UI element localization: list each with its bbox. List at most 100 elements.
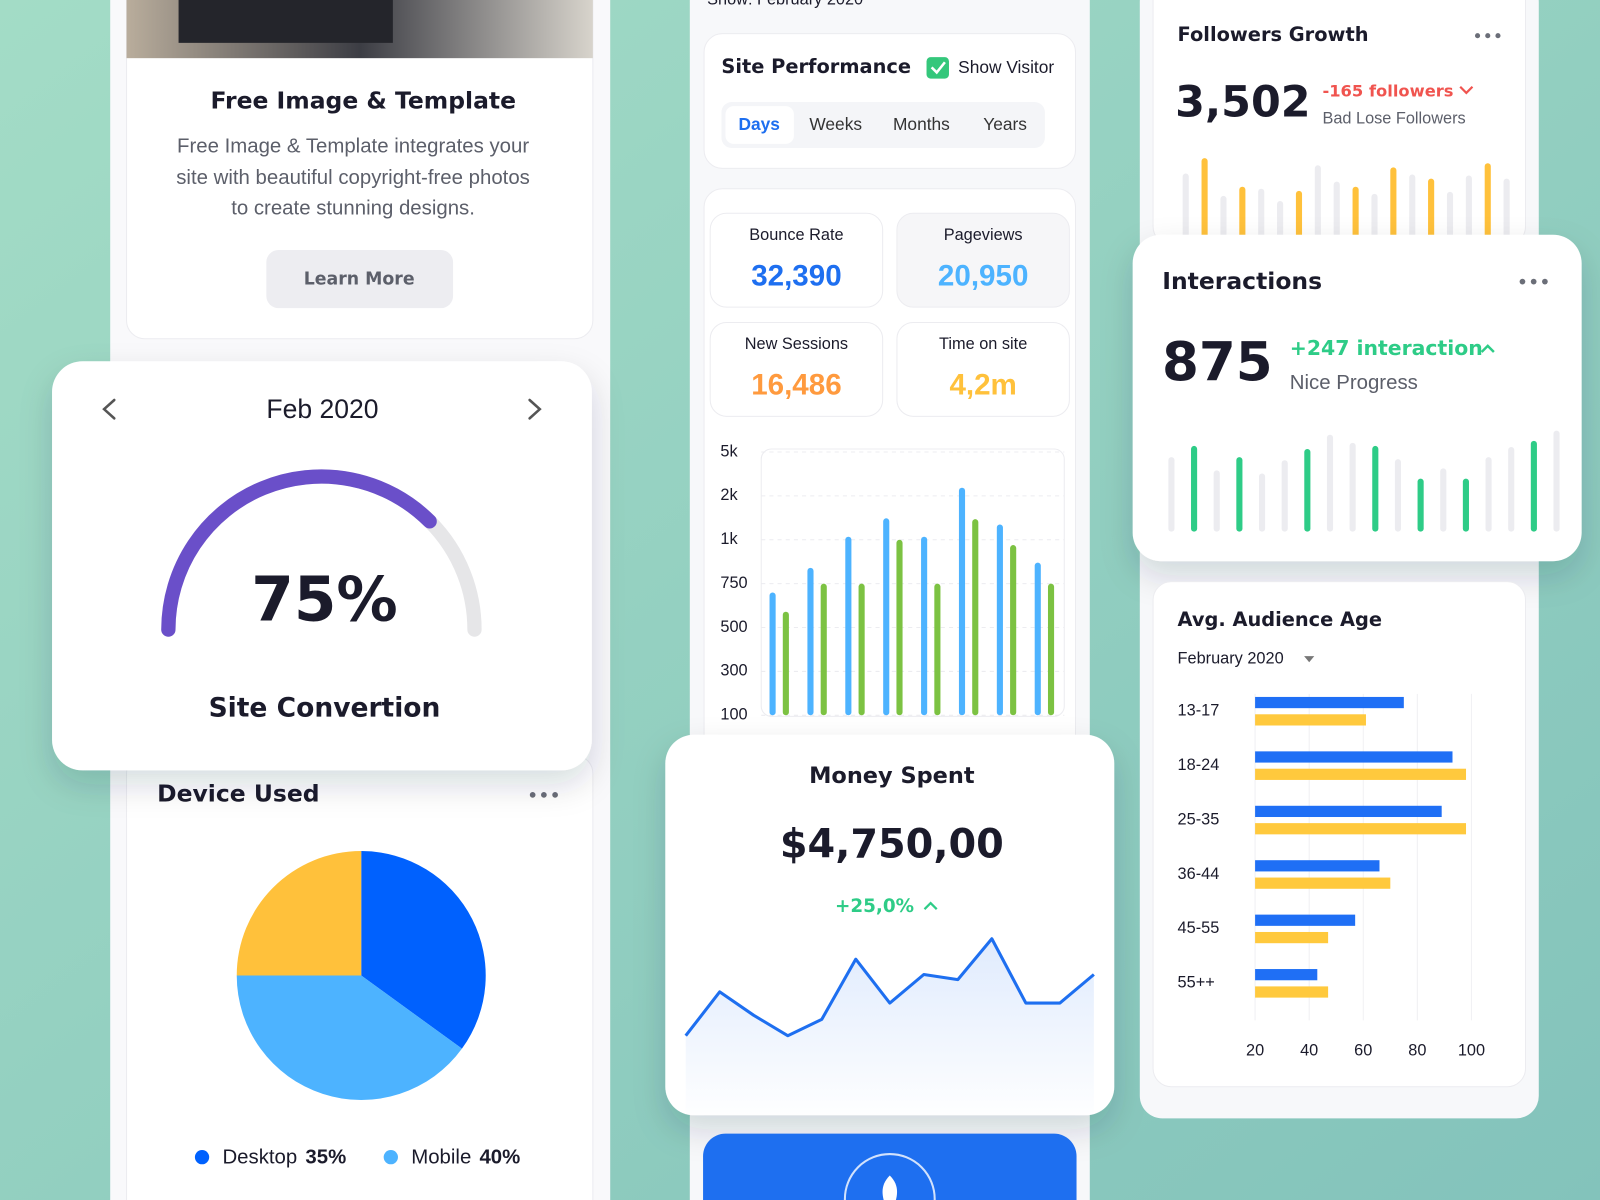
legend-label: Mobile — [411, 1147, 471, 1169]
bar — [1440, 468, 1447, 532]
up-icon — [1480, 344, 1495, 353]
bar — [1465, 175, 1472, 245]
bar — [1372, 445, 1379, 532]
bar — [1281, 460, 1288, 532]
stat-label: Bounce Rate — [749, 226, 843, 244]
bar — [1255, 714, 1366, 726]
bar — [1553, 430, 1560, 532]
bar — [1255, 969, 1318, 981]
checkbox[interactable] — [926, 57, 949, 79]
more-menu[interactable] — [1475, 33, 1501, 39]
x-tick-label: 100 — [1458, 1041, 1485, 1059]
promo-card — [703, 1133, 1077, 1200]
stat-value: 16,486 — [751, 369, 841, 402]
bar — [1255, 751, 1453, 763]
y-tick-label: 36-44 — [1178, 865, 1220, 883]
y-tick-label: 500 — [720, 618, 747, 636]
performance-chart: 100 300 500 750 1k 2k 5k — [720, 442, 1065, 724]
followers-count: 3,502 — [1175, 78, 1311, 128]
more-menu[interactable] — [529, 792, 558, 798]
legend-label: Desktop — [222, 1147, 297, 1169]
button-bg[interactable] — [266, 250, 454, 309]
bar — [1047, 583, 1055, 716]
check-icon — [930, 61, 946, 75]
followers-chart — [1182, 158, 1510, 245]
rocket-ring — [843, 1153, 936, 1200]
bar — [1428, 178, 1435, 245]
rocket-icon — [882, 1175, 898, 1200]
tabs: Days Weeks Months Years — [725, 106, 1027, 144]
pie-slice — [236, 851, 362, 976]
bar — [1394, 459, 1402, 532]
bar — [1255, 986, 1329, 998]
tab-label[interactable]: Months — [893, 114, 950, 134]
tab-label[interactable]: Weeks — [809, 114, 862, 134]
bar — [1446, 191, 1454, 245]
bar — [1333, 181, 1340, 245]
interactions-change: +247 interaction — [1290, 336, 1483, 360]
legend-dot — [194, 1150, 210, 1165]
x-tick-label: 20 — [1246, 1041, 1264, 1059]
card-title: Interactions — [1162, 267, 1322, 295]
money-amount: $4,750,00 — [780, 821, 1004, 867]
stat-value: 4,2m — [949, 369, 1016, 402]
tab-bar — [721, 102, 1045, 148]
bar — [807, 567, 814, 716]
money-chart — [684, 937, 1095, 1116]
stat-label: Time on site — [939, 335, 1027, 353]
learn-more-button[interactable]: Learn More — [266, 250, 454, 309]
audience-chart: 20 40 60 80 100 13-17 18-24 25-35 36-44 45-55 55++ — [1178, 693, 1485, 1059]
stat-box — [709, 212, 884, 308]
show-visitor-checkbox[interactable]: Show Visitor — [926, 57, 1055, 79]
prev-arrow[interactable] — [102, 398, 116, 420]
pie-slice — [236, 975, 462, 1101]
card-text: Free Image & Template integrates your — [177, 135, 529, 157]
bar — [1462, 478, 1469, 532]
button-label[interactable]: Learn More — [304, 270, 415, 290]
bar — [1409, 174, 1416, 245]
bar — [1304, 448, 1311, 532]
more-menu[interactable] — [1519, 278, 1548, 285]
next-arrow[interactable] — [528, 398, 542, 420]
bar — [972, 519, 979, 716]
bar — [996, 524, 1003, 716]
bar — [1239, 186, 1246, 245]
active-tab-bg[interactable] — [725, 106, 794, 144]
stat-value: 20,950 — [938, 259, 1028, 292]
checkbox-label[interactable]: Show Visitor — [958, 57, 1054, 77]
bar — [1484, 163, 1491, 245]
bar — [1314, 165, 1321, 245]
bar — [1182, 173, 1189, 245]
bar — [782, 611, 789, 716]
period-dropdown[interactable]: February 2020 — [1178, 649, 1315, 667]
bar — [1220, 195, 1227, 245]
card-title: Money Spent — [809, 763, 975, 789]
y-tick-label: 300 — [720, 662, 747, 680]
bar — [1213, 470, 1220, 532]
bar — [1255, 914, 1356, 926]
legend-value: 35% — [305, 1147, 346, 1169]
pie-slice — [361, 851, 486, 1049]
bar — [1485, 457, 1492, 532]
pie-chart: Desktop 35% Mobile 40% — [194, 851, 520, 1169]
bar — [1255, 768, 1467, 780]
x-tick-label: 40 — [1300, 1041, 1318, 1059]
tab-label[interactable]: Days — [738, 114, 779, 134]
bar — [958, 487, 966, 716]
money-change: +25,0% — [835, 896, 914, 917]
bar — [1255, 696, 1404, 709]
bar — [1352, 186, 1359, 245]
dropdown-label[interactable]: February 2020 — [1178, 649, 1284, 667]
bar — [934, 583, 941, 716]
bar — [845, 536, 852, 716]
bar — [1508, 446, 1515, 532]
month-label: Feb 2020 — [266, 394, 378, 424]
y-tick-label: 750 — [720, 574, 747, 592]
stat-value: 32,390 — [751, 259, 841, 292]
y-tick-label: 1k — [720, 530, 738, 548]
bar — [1034, 562, 1041, 716]
card-title: Avg. Audience Age — [1178, 608, 1383, 631]
bar — [1371, 193, 1378, 245]
tab-label[interactable]: Years — [983, 114, 1027, 134]
